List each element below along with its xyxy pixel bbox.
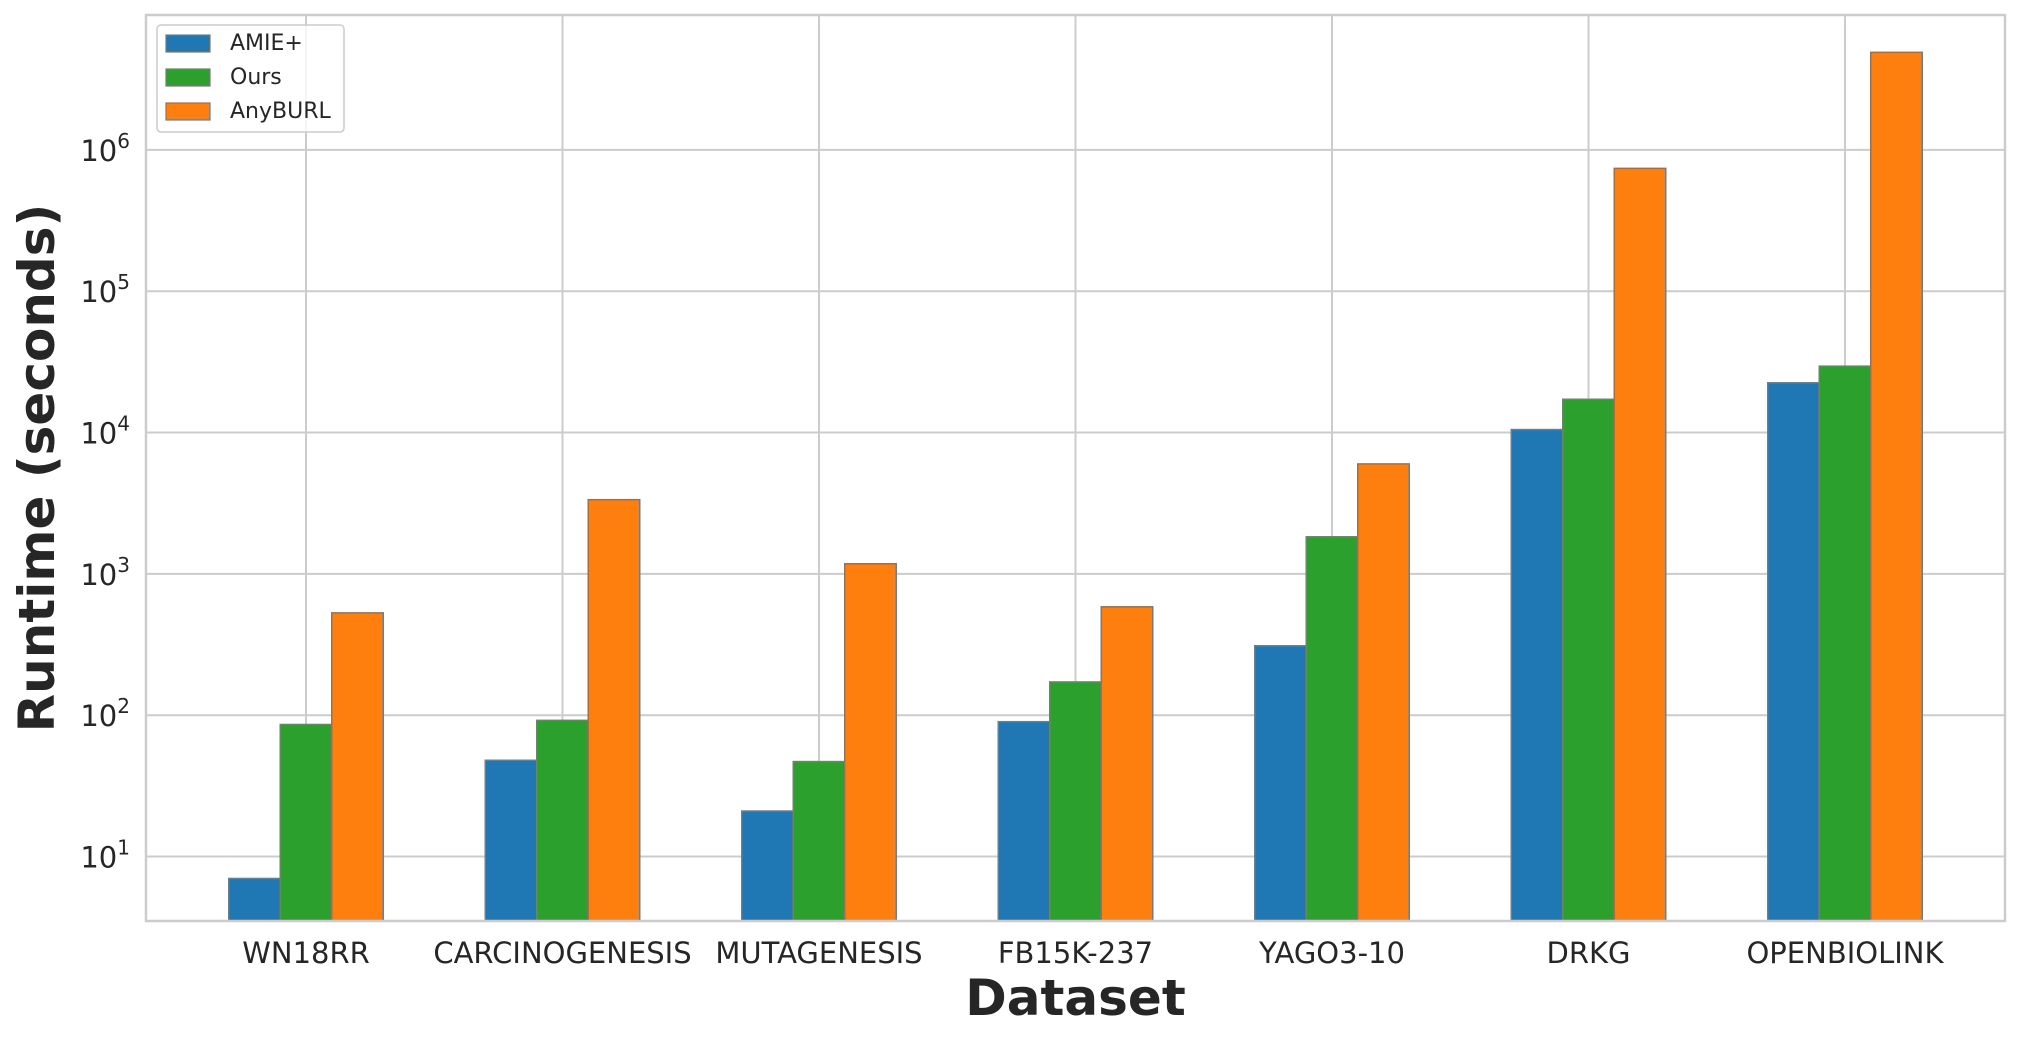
bar-anyburl-drkg: [1613, 167, 1667, 922]
bar-ours-wn18rr: [279, 723, 333, 922]
y-tick-label: 104: [80, 412, 130, 451]
bar-amie--mutagenesis: [741, 810, 794, 922]
legend-label: AnyBURL: [230, 99, 331, 124]
bar-amie--openbiolink: [1767, 382, 1820, 922]
bar-ours-yago3-10: [1305, 536, 1359, 922]
x-tick-label: OPENBIOLINK: [1746, 936, 1944, 970]
legend: AMIE+ Ours AnyBURL: [156, 24, 345, 133]
y-tick-label: 101: [80, 836, 130, 875]
bar-amie--fb15k-237: [997, 720, 1051, 922]
legend-label: Ours: [230, 65, 282, 90]
legend-swatch: [165, 102, 211, 121]
y-tick-label: 102: [80, 694, 130, 733]
y-axis-title: Runtime (seconds): [8, 204, 66, 733]
x-tick-label: WN18RR: [242, 936, 370, 970]
bar-amie--wn18rr: [228, 877, 281, 922]
bars: [228, 51, 1923, 922]
bar-amie--yago3-10: [1254, 645, 1307, 922]
bar-amie--carcinogenesis: [484, 759, 538, 922]
bar-anyburl-fb15k-237: [1100, 606, 1154, 922]
legend-label: AMIE+: [230, 31, 303, 56]
bar-anyburl-mutagenesis: [844, 562, 897, 922]
bar-anyburl-wn18rr: [331, 612, 384, 922]
y-tick-label: 105: [80, 270, 130, 309]
bar-anyburl-openbiolink: [1870, 51, 1923, 922]
bar-anyburl-yago3-10: [1357, 463, 1410, 922]
bar-ours-fb15k-237: [1049, 681, 1102, 922]
x-tick-labels: WN18RR CARCINOGENESIS MUTAGENESIS FB15K-237…: [242, 936, 1944, 970]
bar-ours-carcinogenesis: [536, 719, 589, 922]
x-tick-label: MUTAGENESIS: [715, 936, 922, 970]
x-tick-label: DRKG: [1547, 936, 1631, 970]
bar-ours-mutagenesis: [792, 760, 846, 922]
x-axis-title: Dataset: [965, 969, 1185, 1027]
y-tick-labels: 101 102 103 104 105 106: [80, 129, 130, 875]
x-tick-label: FB15K-237: [998, 936, 1153, 970]
x-tick-label: YAGO3-10: [1258, 936, 1405, 970]
legend-swatch: [165, 34, 211, 53]
y-tick-label: 106: [80, 129, 130, 168]
legend-swatch: [165, 68, 211, 87]
bar-anyburl-carcinogenesis: [587, 498, 641, 922]
bar-ours-openbiolink: [1818, 365, 1872, 922]
bar-ours-drkg: [1562, 398, 1615, 922]
grid: [146, 15, 2005, 921]
bar-amie--drkg: [1510, 428, 1564, 922]
plot-frame: [144, 13, 2007, 923]
y-tick-label: 103: [80, 553, 130, 592]
x-tick-label: CARCINOGENESIS: [433, 936, 691, 970]
